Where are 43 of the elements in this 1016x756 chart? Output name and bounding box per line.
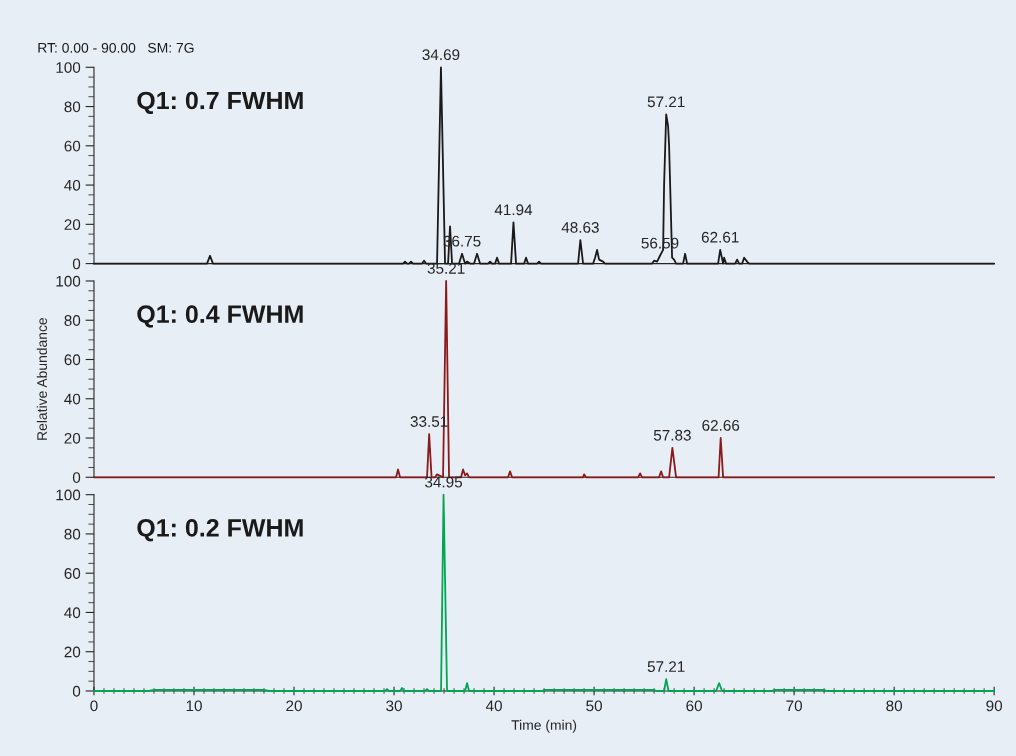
x-tick-label: 90 xyxy=(986,700,1003,712)
x-tick-label: 70 xyxy=(786,700,803,712)
x-tick-label: 10 xyxy=(186,700,202,712)
y-tick-label: 20 xyxy=(64,646,81,658)
y-tick-label: 40 xyxy=(64,393,81,405)
x-tick-label: 0 xyxy=(90,700,98,712)
annotation: 48.63 xyxy=(561,222,599,233)
y-axis-title: Relative Abundance xyxy=(36,317,47,440)
y-tick-label: 80 xyxy=(64,528,81,540)
annotation: 62.61 xyxy=(701,231,739,243)
text: Q1: 0.2 FWHM xyxy=(137,519,303,542)
x-tick-label: 30 xyxy=(386,700,402,712)
y-tick-label: 60 xyxy=(64,568,81,579)
x-tick-label: 50 xyxy=(586,700,602,712)
annotation: 57.21 xyxy=(647,96,685,108)
annotation: 41.94 xyxy=(494,204,533,216)
x-tick-label: 40 xyxy=(485,700,502,712)
y-tick-label: 80 xyxy=(64,315,81,326)
y-tick-label: 0 xyxy=(72,472,81,483)
y-tick-label: 60 xyxy=(64,354,81,366)
y-tick-label: 0 xyxy=(72,685,81,697)
y-tick-label: 60 xyxy=(64,140,81,152)
y-tick-label: 40 xyxy=(64,607,81,619)
y-tick-label: 100 xyxy=(56,62,81,73)
x-tick-label: 80 xyxy=(886,700,903,712)
text: Q1: 0.7 FWHM xyxy=(137,91,303,114)
text: Q1: 0.4 FWHM xyxy=(137,305,303,328)
y-tick-label: 80 xyxy=(64,101,81,113)
annotation: 34.69 xyxy=(422,49,460,61)
x-tick-label: 60 xyxy=(686,700,702,712)
text: RT: 0.00 - 90.00 SM: 7G xyxy=(38,42,194,53)
y-tick-label: 20 xyxy=(64,432,81,444)
annotation: 62.66 xyxy=(702,420,740,431)
y-tick-label: 100 xyxy=(56,275,81,287)
annotation: 57.83 xyxy=(653,429,691,441)
annotation: 34.95 xyxy=(425,476,463,488)
annotation: 57.21 xyxy=(647,661,685,673)
y-tick-label: 0 xyxy=(72,258,81,270)
y-tick-label: 100 xyxy=(56,489,81,501)
y-tick-label: 40 xyxy=(64,179,81,191)
y-tick-label: 20 xyxy=(64,219,81,231)
x-tick-label: 20 xyxy=(286,700,302,712)
x-axis-title: Time (min) xyxy=(511,719,577,733)
